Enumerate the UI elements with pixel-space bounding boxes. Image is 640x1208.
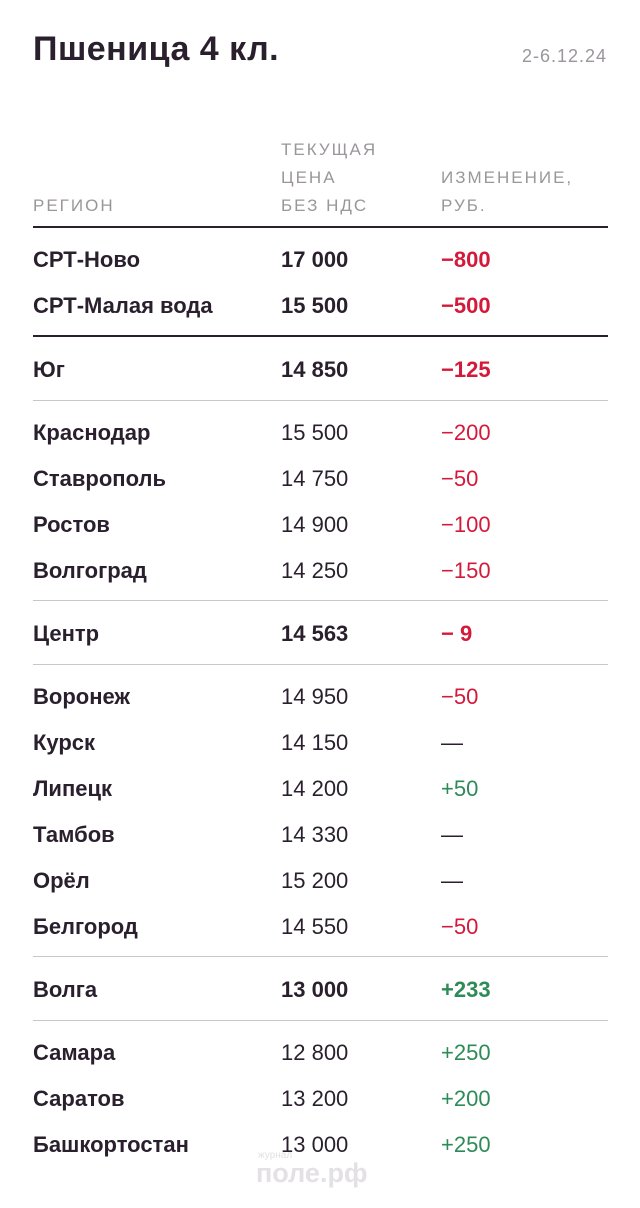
price-value: 14 200 [281, 776, 349, 801]
change-value: −150 [441, 558, 491, 583]
change-value: −50 [441, 466, 479, 491]
change-value: — [441, 730, 463, 755]
region-name: Юг [33, 357, 65, 382]
change-value: +200 [441, 1086, 491, 1111]
header-region: РЕГИОН [33, 196, 115, 215]
table-row: Юг 14 850 −125 [33, 347, 608, 393]
table-row: СРТ-Малая вода 15 500 −500 [33, 283, 608, 329]
region-name: СРТ-Ново [33, 247, 141, 272]
table-row: Орёл 15 200 — [33, 858, 608, 904]
region-section: Воронеж 14 950 −50 Курск 14 150 — Липецк 14 200… [33, 664, 608, 956]
price-value: 13 000 [281, 977, 349, 1002]
region-name: Белгород [33, 914, 138, 939]
header-price-line: ЦЕНА [281, 168, 337, 187]
change-value: — [441, 868, 463, 893]
price-value: 15 500 [281, 293, 349, 318]
change-value: −800 [441, 247, 491, 272]
change-value: +233 [441, 977, 491, 1002]
region-name: Центр [33, 621, 100, 646]
price-value: 14 250 [281, 558, 349, 583]
table-row: Курск 14 150 — [33, 720, 608, 766]
region-section: СРТ-Ново 17 000 −800 СРТ-Малая вода 15 500 −5… [33, 226, 608, 335]
region-name: Самара [33, 1040, 116, 1065]
table-row: Липецк 14 200 +50 [33, 766, 608, 812]
change-value: −50 [441, 684, 479, 709]
region-name: Башкортостан [33, 1132, 189, 1157]
table-row: Краснодар 15 500 −200 [33, 410, 608, 456]
price-value: 14 900 [281, 512, 349, 537]
table-row: Саратов 13 200 +200 [33, 1076, 608, 1122]
table-row: Самара 12 800 +250 [33, 1030, 608, 1076]
table-row: Белгород 14 550 −50 [33, 904, 608, 950]
change-value: −50 [441, 914, 479, 939]
region-section: Самара 12 800 +250 Саратов 13 200 +200 Башкорт… [33, 1020, 608, 1174]
change-value: −500 [441, 293, 491, 318]
date-range: 2-6.12.24 [521, 46, 607, 66]
change-value: — [441, 822, 463, 847]
table-row: Волга 13 000 +233 [33, 967, 608, 1013]
header-price-line: ТЕКУЩАЯ [281, 140, 378, 159]
header-price-line: БЕЗ НДС [281, 196, 369, 215]
watermark-small: журнал [258, 1150, 293, 1161]
region-name: СРТ-Малая вода [33, 293, 213, 318]
region-name: Саратов [33, 1086, 125, 1111]
table-row: Башкортостан 13 000 +250 [33, 1122, 608, 1168]
price-value: 14 550 [281, 914, 349, 939]
table-row: Тамбов 14 330 — [33, 812, 608, 858]
table-row: Воронеж 14 950 −50 [33, 674, 608, 720]
region-name: Липецк [33, 776, 113, 801]
price-value: 14 850 [281, 357, 349, 382]
change-value: +50 [441, 776, 479, 801]
region-name: Орёл [33, 868, 90, 893]
change-value: +250 [441, 1040, 491, 1065]
change-value: − 9 [441, 621, 473, 646]
price-value: 14 330 [281, 822, 349, 847]
region-group-section: Юг 14 850 −125 [33, 335, 608, 400]
header-change: ИЗМЕНЕНИЕ, РУБ. [441, 164, 573, 220]
price-value: 14 950 [281, 684, 349, 709]
change-value: −100 [441, 512, 491, 537]
watermark-logo: журнал поле.рф [256, 1150, 368, 1187]
price-value: 13 200 [281, 1086, 349, 1111]
price-value: 14 150 [281, 730, 349, 755]
region-name: Волгоград [33, 558, 147, 583]
region-name: Воронеж [33, 684, 131, 709]
region-name: Ростов [33, 512, 110, 537]
table-row: Ставрополь 14 750 −50 [33, 456, 608, 502]
price-value: 15 200 [281, 868, 349, 893]
table-header: РЕГИОН ТЕКУЩАЯ ЦЕНА БЕЗ НДС ИЗМЕНЕНИЕ, Р… [33, 120, 608, 220]
region-name: Волга [33, 977, 98, 1002]
price-value: 15 500 [281, 420, 349, 445]
header-price: ТЕКУЩАЯ ЦЕНА БЕЗ НДС [281, 136, 377, 220]
price-value: 14 563 [281, 621, 349, 646]
header-change-line: РУБ. [441, 196, 487, 215]
price-value: 14 750 [281, 466, 349, 491]
region-name: Краснодар [33, 420, 151, 445]
change-value: −200 [441, 420, 491, 445]
price-table: СРТ-Ново 17 000 −800 СРТ-Малая вода 15 500 −5… [33, 226, 608, 1174]
watermark-main: поле.рф [256, 1158, 368, 1188]
region-name: Ставрополь [33, 466, 166, 491]
page-title: Пшеница 4 кл. [33, 30, 280, 68]
change-value: −125 [441, 357, 491, 382]
table-row: Ростов 14 900 −100 [33, 502, 608, 548]
header-change-line: ИЗМЕНЕНИЕ, [441, 168, 574, 187]
price-value: 12 800 [281, 1040, 349, 1065]
price-value: 13 000 [281, 1132, 349, 1157]
region-group-section: Волга 13 000 +233 [33, 956, 608, 1020]
table-row: Центр 14 563 − 9 [33, 611, 608, 657]
table-row: СРТ-Ново 17 000 −800 [33, 237, 608, 283]
region-name: Тамбов [33, 822, 115, 847]
price-value: 17 000 [281, 247, 349, 272]
table-row: Волгоград 14 250 −150 [33, 548, 608, 594]
region-name: Курск [33, 730, 96, 755]
region-group-section: Центр 14 563 − 9 [33, 600, 608, 664]
change-value: +250 [441, 1132, 491, 1157]
region-section: Краснодар 15 500 −200 Ставрополь 14 750 −50 Ро… [33, 400, 608, 600]
